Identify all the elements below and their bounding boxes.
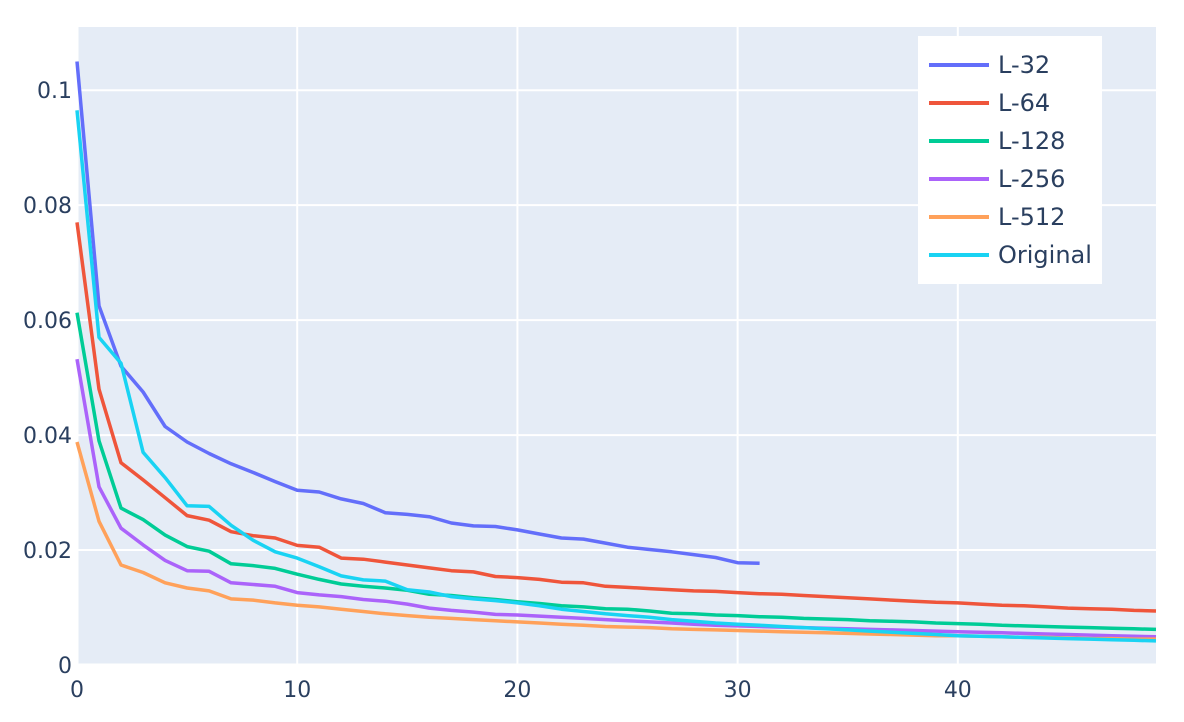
legend-label: Original [998,241,1092,269]
series-line-l-128[interactable] [75,312,1157,632]
legend-label: L-64 [998,89,1050,117]
y-tick-label: 0.06 [23,309,72,334]
series-line-original[interactable] [75,110,1157,643]
legend-item-original[interactable]: Original [929,241,1092,269]
legend-box [918,36,1102,284]
legend[interactable]: L-32 L-64 L-128 L-256 L-512 Original [918,36,1102,284]
x-tick-label: 40 [944,678,972,703]
x-tick-label: 0 [70,678,84,703]
legend-label: L-512 [998,203,1065,231]
legend-label: L-32 [998,51,1050,79]
legend-label: L-128 [998,127,1065,155]
series-line-l-256[interactable] [75,358,1157,639]
y-tick-label: 0.08 [23,194,72,219]
y-tick-label: 0.02 [23,539,72,564]
series-lines [75,61,1157,643]
x-axis-ticks: 0 10 20 30 40 [70,678,972,703]
y-tick-label: 0.04 [23,424,72,449]
legend-item-l-32[interactable]: L-32 [929,51,1050,79]
series-line-l-32[interactable] [75,61,760,566]
x-tick-label: 20 [503,678,531,703]
x-tick-label: 30 [724,678,752,703]
legend-label: L-256 [998,165,1065,193]
series-line-l-64[interactable] [75,222,1157,613]
legend-item-l-256[interactable]: L-256 [929,165,1065,193]
legend-item-l-512[interactable]: L-512 [929,203,1065,231]
y-tick-label: 0 [58,654,72,679]
x-tick-label: 10 [283,678,311,703]
y-axis-ticks: 0 0.02 0.04 0.06 0.08 0.1 [23,79,72,679]
legend-item-l-128[interactable]: L-128 [929,127,1065,155]
legend-item-l-64[interactable]: L-64 [929,89,1050,117]
y-tick-label: 0.1 [37,79,72,104]
